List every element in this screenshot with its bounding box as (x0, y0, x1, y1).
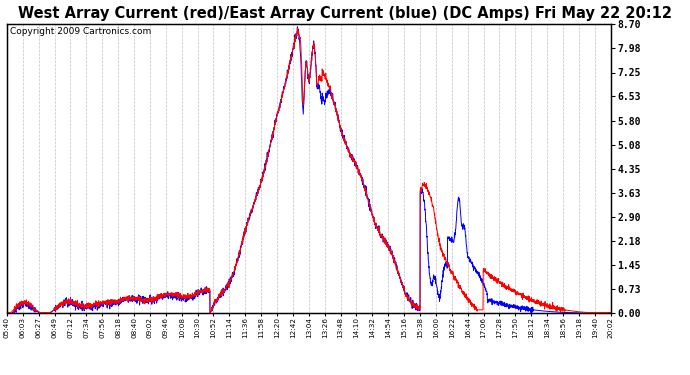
Text: Copyright 2009 Cartronics.com: Copyright 2009 Cartronics.com (10, 27, 151, 36)
Text: West Array Current (red)/East Array Current (blue) (DC Amps) Fri May 22 20:12: West Array Current (red)/East Array Curr… (18, 6, 672, 21)
